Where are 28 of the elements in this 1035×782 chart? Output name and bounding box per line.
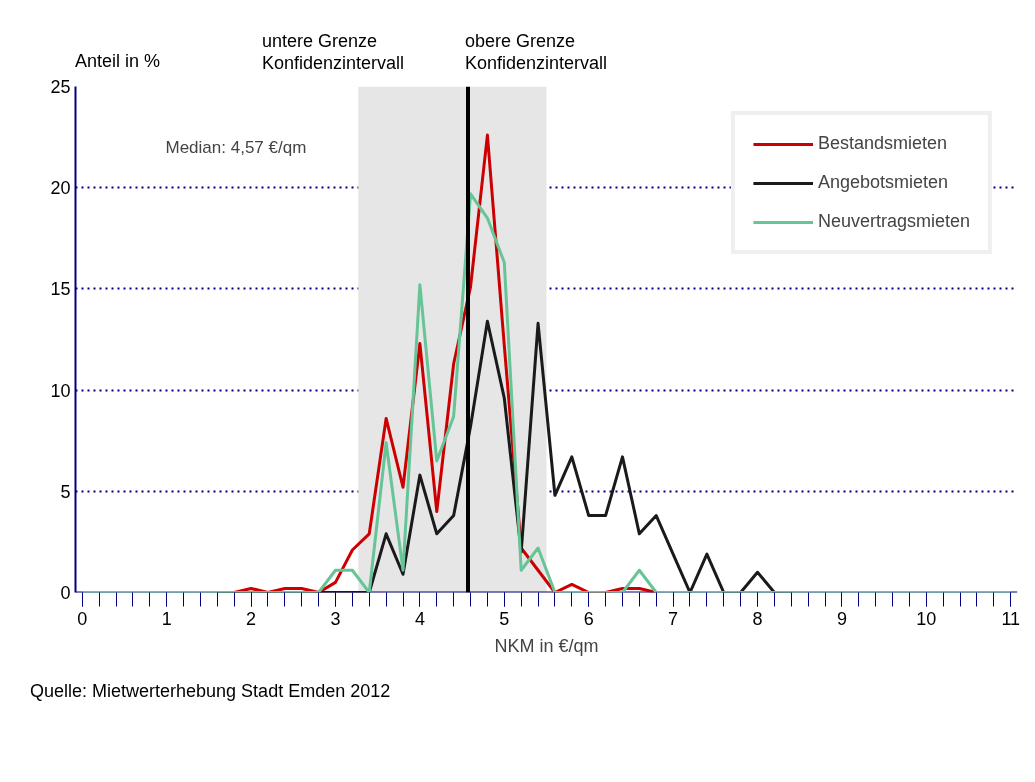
- legend-label: Bestandsmieten: [817, 133, 947, 154]
- x-tick-label: 9: [836, 608, 847, 629]
- x-tick-label: 6: [583, 608, 594, 629]
- y-tick-label: 15: [50, 279, 71, 300]
- x-tick-label: 11: [1001, 608, 1021, 629]
- x-tick-label: 8: [752, 608, 763, 629]
- legend-label: Neuvertragsmieten: [817, 211, 970, 232]
- x-tick-label: 1: [161, 608, 172, 629]
- source-note: Quelle: Mietwerterhebung Stadt Emden 2012: [30, 680, 391, 702]
- text: obere Grenze Konfidenzintervall: [465, 30, 608, 74]
- x-tick-label: 4: [414, 608, 425, 629]
- line-series: [80, 192, 1013, 593]
- x-tick-label: 10: [916, 608, 937, 629]
- y-axis-title: Anteil in %: [75, 50, 161, 72]
- y-tick-label: 0: [60, 583, 71, 603]
- x-tick-label: 0: [77, 608, 88, 629]
- x-tick-label: 2: [246, 608, 257, 629]
- x-tick-label: 3: [330, 608, 341, 629]
- x-tick-label: 7: [668, 608, 679, 629]
- y-tick-label: 20: [50, 178, 71, 199]
- y-tick-label: 10: [50, 380, 71, 401]
- x-axis-title: NKM in €/qm: [494, 635, 599, 656]
- y-tick-label: 25: [50, 77, 71, 97]
- y-tick-label: 5: [60, 481, 71, 502]
- legend-label: Angebotsmieten: [817, 172, 949, 193]
- annotation: Median: 4,57 €/qm: [165, 138, 307, 157]
- text: untere Grenze Konfidenzintervall: [262, 30, 405, 74]
- x-tick-label: 5: [499, 608, 510, 629]
